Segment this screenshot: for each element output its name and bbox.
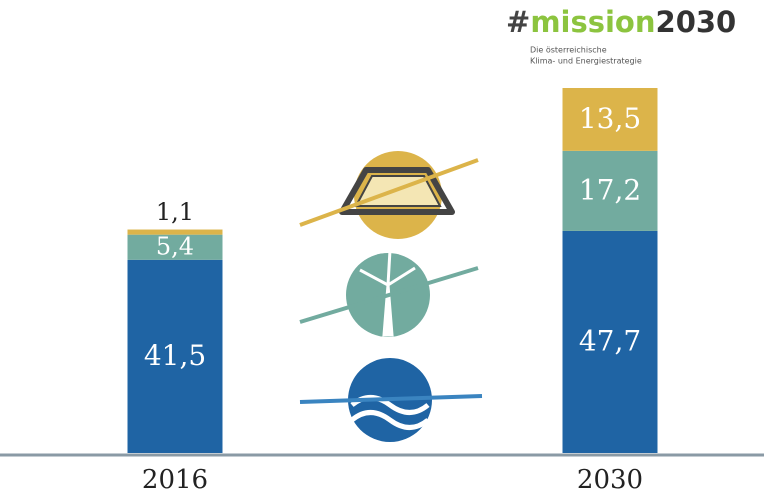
logo: #mission2030 Die österreichische Klima- … — [506, 5, 736, 66]
bar-segment — [562, 150, 658, 231]
x-tick-label: 2016 — [142, 465, 208, 495]
logo-hash: # — [506, 5, 530, 39]
bar-segment — [562, 88, 658, 151]
bar-segment — [127, 234, 223, 260]
icons — [299, 151, 483, 442]
logo-text: #mission2030 — [506, 5, 736, 39]
logo-subtitle: Die österreichische — [530, 46, 607, 55]
wind-arrow — [299, 266, 479, 324]
value-label: 47,7 — [579, 324, 641, 357]
logo-year: 2030 — [656, 5, 737, 39]
value-label: 17,2 — [579, 173, 641, 206]
logo-subtitle: Klima- und Energiestrategie — [530, 57, 642, 66]
hydro-arrow — [299, 394, 483, 404]
bar-segment — [127, 229, 223, 235]
value-label: 1,1 — [156, 198, 194, 226]
solar-arrow — [299, 158, 479, 227]
bar-segment — [127, 259, 223, 453]
solar-panel — [339, 167, 455, 215]
x-tick-label: 2030 — [577, 465, 643, 495]
value-label: 5,4 — [156, 233, 194, 261]
value-label: 13,5 — [579, 102, 641, 135]
wind-turbine — [359, 249, 416, 337]
logo-word: mission — [530, 5, 655, 39]
bar-segment — [562, 230, 658, 453]
value-label: 41,5 — [144, 339, 206, 372]
